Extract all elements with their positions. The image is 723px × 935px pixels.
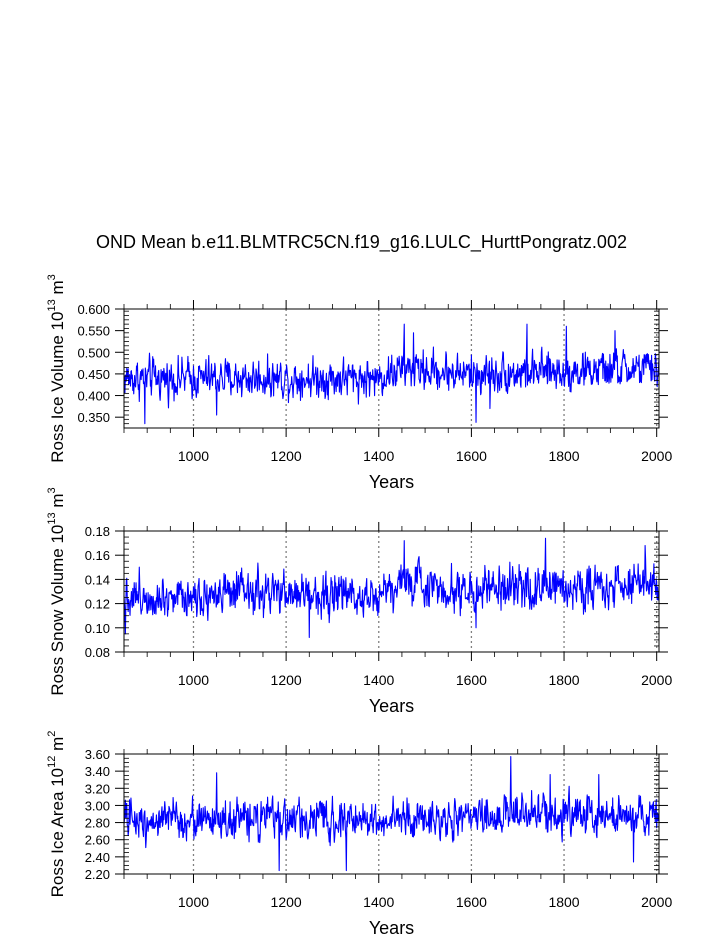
y-tick-label: 0.10: [85, 621, 110, 636]
y-tick-label: 0.550: [77, 324, 110, 339]
y-tick-label: 3.20: [85, 781, 110, 796]
y-tick-label: 0.600: [77, 302, 110, 317]
x-tick-label: 1200: [271, 894, 302, 910]
y-tick-label: 2.20: [85, 867, 110, 882]
y-axis-title: Ross Ice Volume 1013 m3: [46, 274, 67, 462]
x-tick-label: 1800: [548, 894, 579, 910]
series-line-3: [123, 756, 660, 872]
x-tick-label: 1800: [548, 448, 579, 464]
x-tick-label: 1000: [178, 672, 209, 688]
chart-panel-1: 0.350 0.400 0.450 0.500 0.550 0.600 1000 1200 14…: [46, 274, 672, 492]
x-tick-label: 1200: [271, 672, 302, 688]
y-tick-label: 0.18: [85, 524, 110, 539]
y-tick-label: 0.500: [77, 345, 110, 360]
x-tick-label: 1600: [456, 448, 487, 464]
chart-panel-2: 0.08 0.10 0.12 0.14 0.16 0.18 1000 1200 1400 1600…: [46, 487, 672, 716]
x-axis-title: Years: [369, 472, 414, 492]
x-axis-title: Years: [369, 918, 414, 935]
plot-frame: [123, 308, 660, 429]
x-tick-label: 2000: [641, 448, 672, 464]
series-line-1: [123, 323, 660, 425]
x-tick-label: 1000: [178, 894, 209, 910]
x-tick-label: 2000: [641, 894, 672, 910]
x-tick-label: 2000: [641, 672, 672, 688]
x-tick-label: 1600: [456, 672, 487, 688]
y-tick-label: 3.00: [85, 798, 110, 813]
series-line-2: [123, 537, 660, 639]
y-tick-label: 0.14: [85, 572, 110, 587]
y-tick-label: 0.16: [85, 548, 110, 563]
y-tick-label: 0.400: [77, 389, 110, 404]
y-tick-label: 0.08: [85, 645, 110, 660]
x-axis-title: Years: [369, 696, 414, 716]
y-axis-title: Ross Ice Area 1012 m2: [46, 731, 67, 898]
y-tick-label: 3.60: [85, 747, 110, 762]
y-tick-label: 0.450: [77, 367, 110, 382]
y-tick-label: 3.40: [85, 764, 110, 779]
x-tick-label: 1800: [548, 672, 579, 688]
x-tick-label: 1200: [271, 448, 302, 464]
y-axis-title: Ross Snow Volume 1013 m3: [46, 487, 67, 695]
y-tick-label: 2.40: [85, 850, 110, 865]
chart-title: OND Mean b.e11.BLMTRC5CN.f19_g16.LULC_Hu…: [96, 232, 627, 252]
y-tick-label: 0.12: [85, 597, 110, 612]
chart-panel-3: 2.20 2.40 2.60 2.80 3.00 3.20 3.40 3.60 1000 1200…: [46, 731, 672, 935]
y-tick-label: 2.80: [85, 816, 110, 831]
x-tick-label: 1000: [178, 448, 209, 464]
y-tick-label: 0.350: [77, 410, 110, 425]
x-tick-label: 1600: [456, 894, 487, 910]
y-tick-label: 2.60: [85, 833, 110, 848]
x-tick-label: 1400: [363, 448, 394, 464]
x-tick-label: 1400: [363, 672, 394, 688]
x-tick-label: 1400: [363, 894, 394, 910]
